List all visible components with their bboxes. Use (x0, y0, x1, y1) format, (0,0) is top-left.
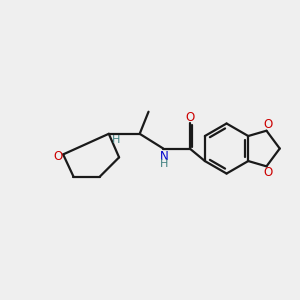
Text: O: O (53, 150, 62, 163)
Text: O: O (185, 111, 194, 124)
Text: H: H (112, 135, 120, 145)
Text: O: O (264, 118, 273, 131)
Text: O: O (264, 166, 273, 179)
Text: N: N (160, 150, 168, 163)
Text: H: H (160, 159, 168, 169)
